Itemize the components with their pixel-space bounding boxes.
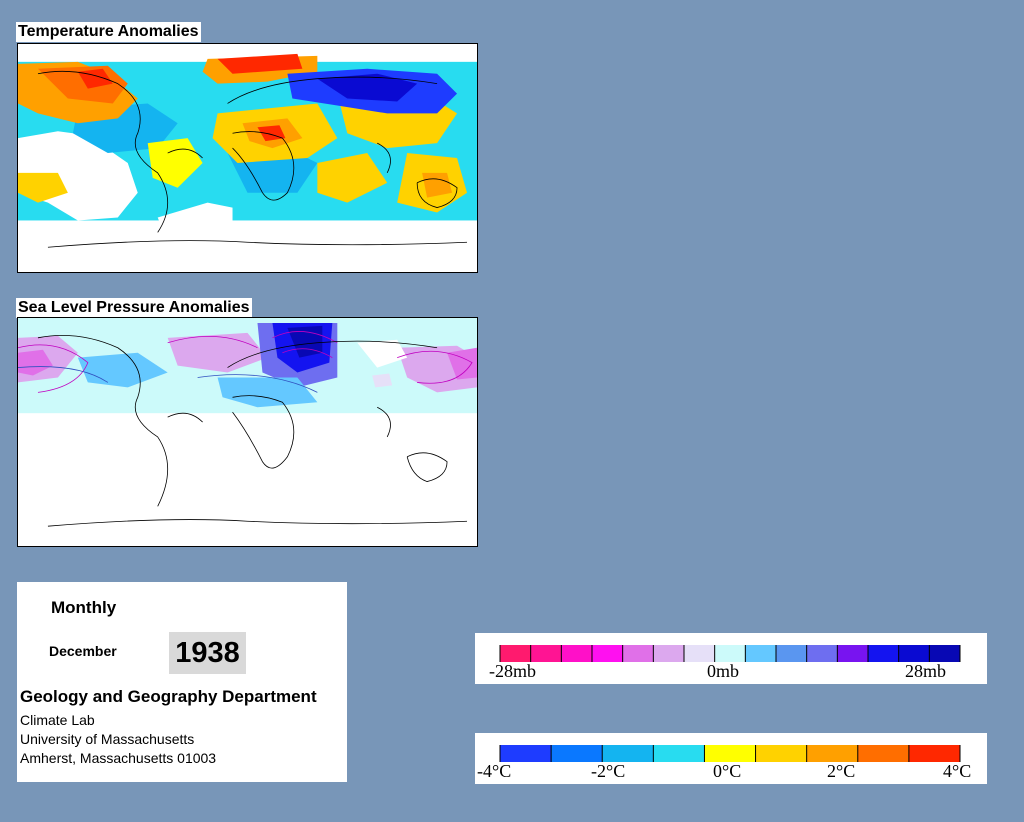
pressure-colorbar-swatch <box>929 645 961 662</box>
pressure-colorbar-swatch <box>837 645 869 662</box>
pressure-legend: -28mb 0mb 28mb <box>475 633 987 684</box>
temperature-colorbar-swatch <box>755 745 808 762</box>
temperature-legend-pos2: 2°C <box>827 761 856 781</box>
pressure-legend-min: -28mb <box>489 661 536 681</box>
temperature-colorbar-swatch <box>602 745 654 762</box>
pressure-colorbar-swatch <box>561 645 593 662</box>
pressure-colorbar-swatch <box>898 645 930 662</box>
pressure-colorbar-swatch <box>622 645 654 662</box>
temperature-legend-neg2: -2°C <box>591 761 626 781</box>
pressure-colorbar-swatch <box>684 645 716 662</box>
pressure-colorbar-swatch <box>806 645 838 662</box>
pressure-colorbar-swatch <box>714 645 746 662</box>
pressure-map-title: Sea Level Pressure Anomalies <box>16 298 252 318</box>
temperature-map-title: Temperature Anomalies <box>16 22 201 42</box>
temperature-colorbar-swatch <box>908 745 961 762</box>
pressure-map-canvas <box>18 318 477 527</box>
temperature-colorbar-swatch <box>806 745 859 762</box>
pressure-colorbar-swatch <box>592 645 624 662</box>
month-label: December <box>49 643 117 659</box>
temperature-legend-max: 4°C <box>943 761 972 781</box>
temperature-colorbar-swatch <box>500 745 552 762</box>
temperature-colorbar-swatch <box>653 745 705 762</box>
pressure-colorbar-swatch <box>745 645 777 662</box>
temperature-map-canvas <box>18 53 477 272</box>
temperature-colorbar-swatch <box>704 745 757 762</box>
pressure-colorbar-swatch <box>500 645 532 662</box>
temperature-colorbar-swatch <box>551 745 603 762</box>
period-label: Monthly <box>51 598 117 617</box>
temperature-colorbar <box>499 745 961 762</box>
pressure-anomaly-map <box>17 317 478 547</box>
address-line: Amherst, Massachusetts 01003 <box>20 750 217 766</box>
temperature-legend-min: -4°C <box>477 761 512 781</box>
pressure-colorbar <box>499 645 961 662</box>
temperature-legend-zero: 0°C <box>713 761 742 781</box>
pressure-colorbar-swatch <box>530 645 562 662</box>
pressure-colorbar-swatch <box>868 645 900 662</box>
department-name: Geology and Geography Department <box>20 687 317 706</box>
pressure-colorbar-swatch <box>653 645 685 662</box>
pressure-legend-max: 28mb <box>905 661 947 681</box>
lab-name: Climate Lab <box>20 712 95 728</box>
temperature-legend: -4°C -2°C 0°C 2°C 4°C <box>475 733 987 784</box>
pressure-legend-mid: 0mb <box>707 661 740 681</box>
year-display: 1938 <box>169 632 246 674</box>
university-name: University of Massachusetts <box>20 731 195 747</box>
pressure-colorbar-swatch <box>776 645 808 662</box>
info-panel: Monthly December 1938 Geology and Geogra… <box>17 582 347 782</box>
temperature-anomaly-map <box>17 43 478 273</box>
temperature-colorbar-swatch <box>857 745 910 762</box>
